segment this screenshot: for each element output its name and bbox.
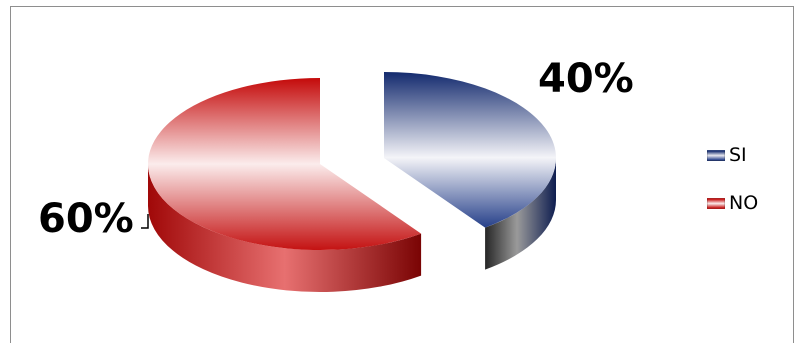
pie-slice-no-side [148,164,422,292]
legend-item-no: NO [707,190,758,216]
legend-item-si: SI [707,142,758,168]
pie-slice-si-side [485,158,556,270]
data-label-si: 40% [538,56,634,102]
legend-swatch-si [707,149,725,161]
pie-slice-no [147,78,422,250]
legend-label-si: SI [729,144,747,166]
pie-slice-si [384,72,556,228]
legend-swatch-no [707,197,725,209]
chart-area [10,6,794,343]
data-label-no: 60% [38,196,134,242]
legend: SI NO [707,142,758,238]
legend-label-no: NO [729,192,759,214]
leader-line-no [141,214,149,229]
